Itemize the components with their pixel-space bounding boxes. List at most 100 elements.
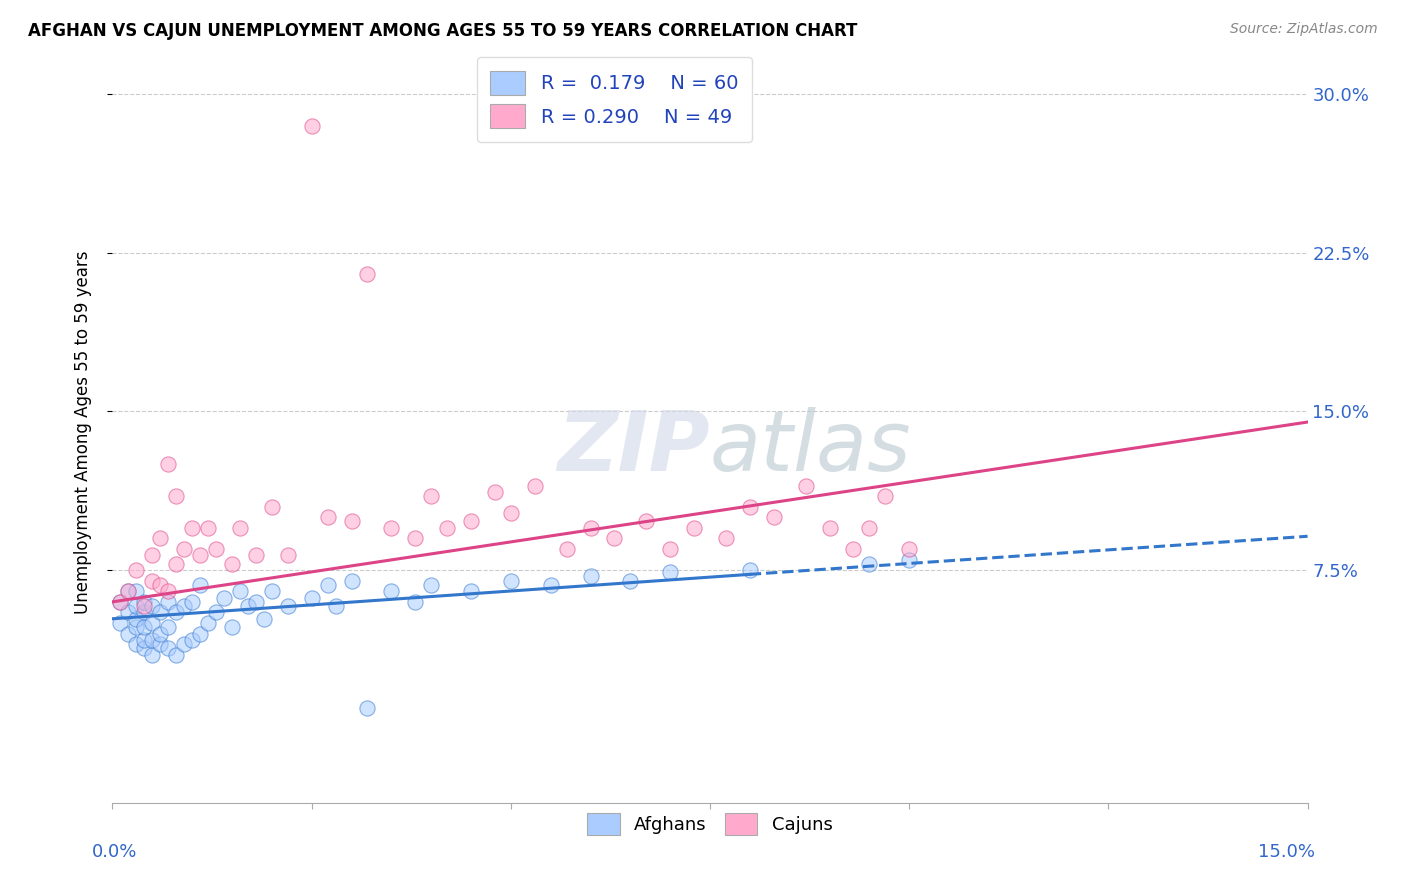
- Point: [236, 599, 259, 613]
- Point: [762, 510, 785, 524]
- Text: Source: ZipAtlas.com: Source: ZipAtlas.com: [1230, 22, 1378, 37]
- Point: [499, 506, 522, 520]
- Point: [356, 267, 378, 281]
- Point: [277, 599, 299, 613]
- Point: [683, 521, 706, 535]
- Point: [523, 478, 546, 492]
- Point: [149, 606, 172, 620]
- Point: [404, 532, 426, 546]
- Point: [738, 500, 761, 514]
- Point: [875, 489, 897, 503]
- Point: [149, 626, 172, 640]
- Point: [117, 584, 139, 599]
- Point: [316, 510, 339, 524]
- Point: [125, 584, 148, 599]
- Point: [157, 458, 180, 472]
- Text: ZIP: ZIP: [557, 407, 710, 488]
- Point: [165, 489, 187, 503]
- Point: [714, 532, 737, 546]
- Point: [229, 584, 252, 599]
- Point: [125, 563, 148, 577]
- Point: [245, 595, 267, 609]
- Point: [110, 595, 132, 609]
- Point: [460, 584, 482, 599]
- Point: [125, 637, 148, 651]
- Point: [555, 541, 578, 556]
- Point: [134, 599, 156, 613]
- Point: [460, 515, 482, 529]
- Point: [157, 584, 180, 599]
- Point: [245, 549, 267, 563]
- Point: [165, 648, 187, 662]
- Point: [540, 578, 562, 592]
- Point: [579, 569, 602, 583]
- Point: [340, 574, 363, 588]
- Point: [484, 484, 506, 499]
- Point: [898, 552, 921, 566]
- Text: 15.0%: 15.0%: [1257, 843, 1315, 861]
- Point: [340, 515, 363, 529]
- Point: [221, 620, 243, 634]
- Point: [579, 521, 602, 535]
- Legend: Afghans, Cajuns: Afghans, Cajuns: [581, 805, 839, 842]
- Point: [619, 574, 641, 588]
- Point: [134, 641, 156, 656]
- Point: [436, 521, 458, 535]
- Point: [253, 612, 276, 626]
- Point: [659, 566, 682, 580]
- Point: [141, 574, 163, 588]
- Point: [125, 620, 148, 634]
- Point: [110, 595, 132, 609]
- Point: [188, 578, 211, 592]
- Point: [157, 595, 180, 609]
- Point: [301, 591, 323, 605]
- Point: [380, 521, 402, 535]
- Point: [157, 641, 180, 656]
- Point: [325, 599, 347, 613]
- Point: [125, 599, 148, 613]
- Point: [149, 578, 172, 592]
- Point: [173, 637, 195, 651]
- Point: [603, 532, 626, 546]
- Point: [173, 541, 195, 556]
- Point: [205, 541, 228, 556]
- Point: [134, 620, 156, 634]
- Point: [173, 599, 195, 613]
- Text: atlas: atlas: [710, 407, 911, 488]
- Point: [141, 549, 163, 563]
- Point: [420, 578, 443, 592]
- Y-axis label: Unemployment Among Ages 55 to 59 years: Unemployment Among Ages 55 to 59 years: [73, 251, 91, 615]
- Point: [149, 637, 172, 651]
- Point: [141, 632, 163, 647]
- Point: [117, 606, 139, 620]
- Point: [898, 541, 921, 556]
- Point: [221, 557, 243, 571]
- Text: AFGHAN VS CAJUN UNEMPLOYMENT AMONG AGES 55 TO 59 YEARS CORRELATION CHART: AFGHAN VS CAJUN UNEMPLOYMENT AMONG AGES …: [28, 22, 858, 40]
- Point: [134, 632, 156, 647]
- Point: [659, 541, 682, 556]
- Point: [842, 541, 865, 556]
- Point: [420, 489, 443, 503]
- Point: [117, 584, 139, 599]
- Point: [110, 615, 132, 630]
- Text: 0.0%: 0.0%: [91, 843, 136, 861]
- Point: [499, 574, 522, 588]
- Point: [181, 632, 204, 647]
- Point: [197, 615, 219, 630]
- Point: [404, 595, 426, 609]
- Point: [134, 606, 156, 620]
- Point: [229, 521, 252, 535]
- Point: [301, 119, 323, 133]
- Point: [636, 515, 658, 529]
- Point: [141, 615, 163, 630]
- Point: [117, 626, 139, 640]
- Point: [141, 599, 163, 613]
- Point: [188, 549, 211, 563]
- Point: [134, 595, 156, 609]
- Point: [205, 606, 228, 620]
- Point: [141, 648, 163, 662]
- Point: [738, 563, 761, 577]
- Point: [125, 612, 148, 626]
- Point: [212, 591, 235, 605]
- Point: [316, 578, 339, 592]
